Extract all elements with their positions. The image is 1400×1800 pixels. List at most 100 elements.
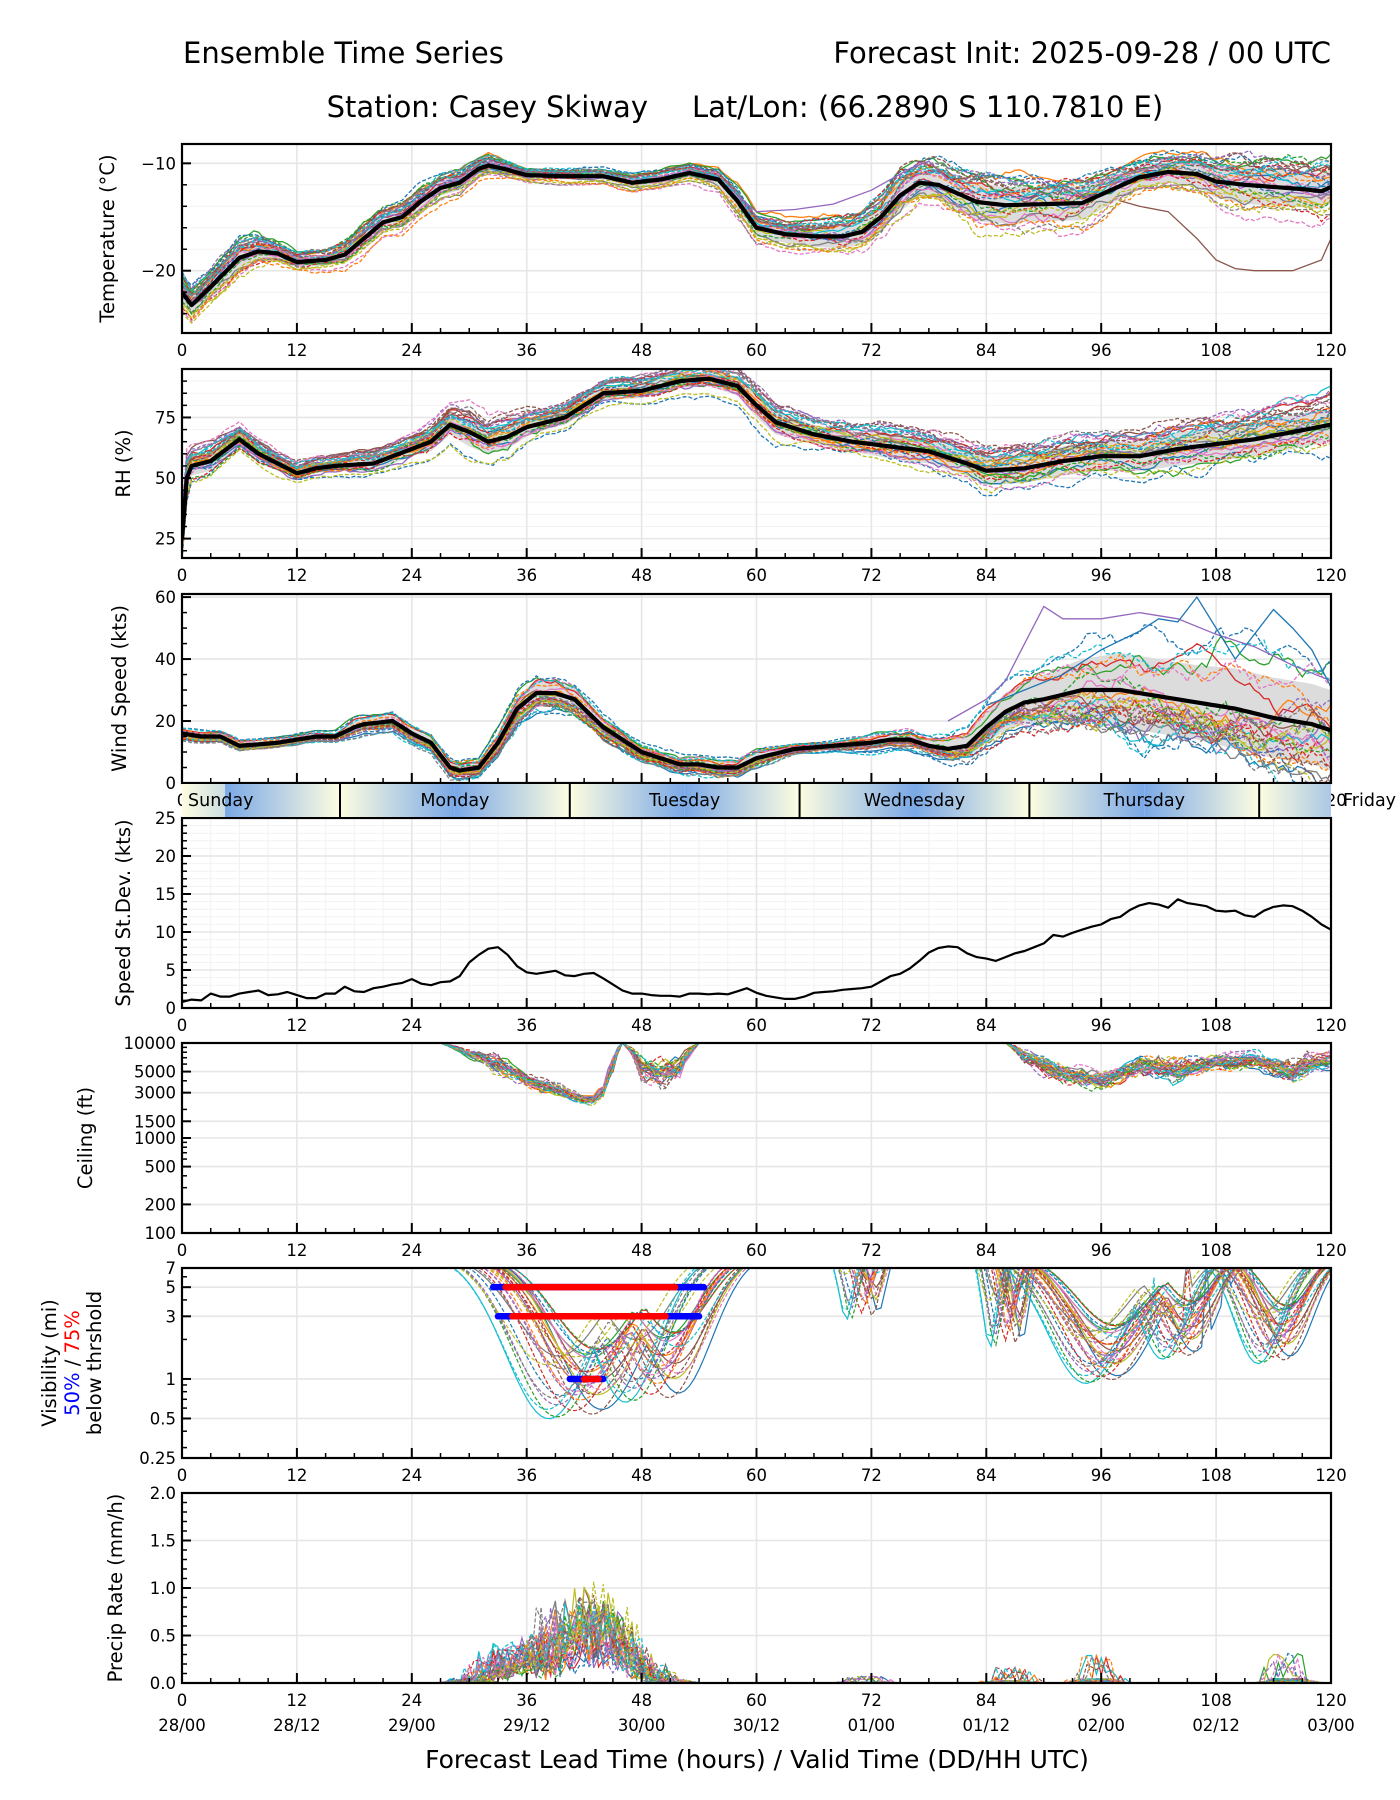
y-tick-label: 40 — [155, 650, 176, 669]
y-tick-label: 500 — [145, 1158, 177, 1177]
ensemble-member-line — [182, 167, 1331, 316]
x-tick-label: 36 — [516, 1466, 537, 1485]
x-tick-label: 72 — [861, 1466, 882, 1485]
ensemble-member-line — [182, 395, 1331, 558]
ensemble-member-line — [995, 1043, 1331, 1085]
day-label-friday: Friday — [1343, 791, 1396, 811]
y-tick-label: 1000 — [134, 1129, 176, 1148]
legend-75pct: 75% — [61, 1310, 84, 1353]
x-tick-label: 36 — [516, 1016, 537, 1035]
plot-area — [182, 369, 1331, 558]
y-axis-label: Visibility (mi) — [38, 1299, 61, 1427]
ensemble-member-line — [182, 635, 1331, 765]
ensemble-member-line — [431, 1043, 709, 1100]
ensemble-member-line — [494, 1268, 1323, 1373]
x-tick-label: 36 — [516, 341, 537, 360]
valid-time-label: 02/12 — [1192, 1716, 1240, 1735]
day-label-wednesday: Wednesday — [864, 791, 965, 811]
x-tick-label: 120 — [1315, 1691, 1347, 1710]
ensemble-member-line — [182, 156, 1331, 299]
x-tick-label: 48 — [631, 1016, 652, 1035]
ensemble-member-line — [182, 170, 1331, 320]
spread-band — [182, 652, 1331, 777]
station-name: Station: Casey Skiway — [327, 90, 648, 124]
x-tick-label: 84 — [976, 341, 997, 360]
y-axis-label: Wind Speed (kts) — [108, 605, 131, 772]
ensemble-member-line — [182, 699, 1331, 783]
x-tick-label: 120 — [1315, 1466, 1347, 1485]
y-tick-label: 50 — [155, 469, 176, 488]
valid-time-label: 29/00 — [388, 1716, 436, 1735]
y-tick-label: 0.0 — [150, 1674, 176, 1693]
x-tick-label: 24 — [401, 1016, 422, 1035]
y-tick-label: 10000 — [124, 1034, 177, 1053]
x-tick-label: 48 — [631, 341, 652, 360]
x-tick-label: 12 — [286, 1466, 307, 1485]
x-tick-label: 96 — [1091, 341, 1112, 360]
ensemble-member-line — [182, 698, 1331, 775]
y-tick-label: 1500 — [134, 1112, 176, 1131]
x-tick-label: 84 — [976, 1241, 997, 1260]
x-tick-label: 12 — [286, 1016, 307, 1035]
member-blue-high — [986, 595, 1331, 707]
x-tick-label: 108 — [1200, 341, 1232, 360]
stdev-line — [182, 898, 1331, 1003]
x-tick-label: 84 — [976, 1466, 997, 1485]
y-tick-label: 75 — [155, 408, 176, 427]
x-tick-label: 24 — [401, 566, 422, 585]
ensemble-member-line — [182, 687, 1331, 783]
x-tick-label: 12 — [286, 341, 307, 360]
ensemble-member-line — [995, 1043, 1331, 1085]
x-tick-label: 108 — [1200, 1466, 1232, 1485]
x-tick-label: 96 — [1091, 566, 1112, 585]
plot-area — [431, 1043, 1331, 1106]
x-tick-label: 96 — [1091, 1016, 1112, 1035]
x-tick-label: 12 — [286, 566, 307, 585]
x-tick-label: 72 — [861, 1241, 882, 1260]
x-tick-label: 108 — [1200, 566, 1232, 585]
day-label-sunday: Sunday — [188, 791, 253, 811]
x-tick-label: 84 — [976, 1691, 997, 1710]
x-tick-label: 0 — [177, 1241, 188, 1260]
y-tick-label: −10 — [141, 154, 176, 173]
valid-time-label: 29/12 — [503, 1716, 551, 1735]
x-tick-label: 108 — [1200, 1016, 1232, 1035]
ensemble-member-line — [468, 1268, 1313, 1397]
y-tick-label: 60 — [155, 588, 176, 607]
x-tick-label: 120 — [1315, 341, 1347, 360]
ensemble-member-line — [182, 369, 1331, 521]
y-tick-label: 20 — [155, 847, 176, 866]
y-tick-label: 0 — [166, 774, 177, 793]
x-tick-label: 72 — [861, 566, 882, 585]
ensemble-member-line — [507, 1268, 1331, 1381]
x-tick-label: 0 — [177, 566, 188, 585]
y-tick-label: 15 — [155, 885, 176, 904]
plot-area — [182, 595, 1331, 783]
ensemble-member-line — [431, 1043, 709, 1102]
x-tick-label: 24 — [401, 341, 422, 360]
x-tick-label: 24 — [401, 1241, 422, 1260]
plot-area — [182, 898, 1331, 1003]
y-tick-label: 0 — [166, 999, 177, 1018]
panel-wind_speed: 012243648607284961081200204060Wind Speed… — [108, 588, 1347, 810]
ensemble-member-line — [460, 1268, 1309, 1399]
y-axis-label: Temperature (°C) — [96, 154, 119, 323]
ensemble-member-line — [486, 1268, 1325, 1401]
ensemble-member-line — [182, 154, 1331, 296]
x-tick-label: 120 — [1315, 1241, 1347, 1260]
ensemble-member-line — [995, 1043, 1331, 1086]
y-tick-label: 0.5 — [150, 1627, 176, 1646]
y-tick-label: 1 — [166, 1370, 177, 1389]
ensemble-member-line — [499, 1268, 1331, 1395]
panel-temperature: 0 12 24 36 48 60 72 84 96 108 120 −20 −10 Temperature… — [96, 142, 1347, 360]
ensemble-mean-line — [182, 687, 1331, 773]
ensemble-mean-line — [182, 163, 1331, 308]
x-tick-label: 24 — [401, 1691, 422, 1710]
ensemble-member-line — [182, 382, 1331, 556]
ensemble-member-line — [492, 1268, 1326, 1387]
x-tick-label: 84 — [976, 1016, 997, 1035]
ensemble-member-line — [472, 1268, 1306, 1357]
panel-visibility: 0 12 24 36 48 60 72 84 96 108 120 0.25 0.5 1 3 57 Visibi… — [38, 1259, 1347, 1485]
x-tick-label: 24 — [401, 1466, 422, 1485]
